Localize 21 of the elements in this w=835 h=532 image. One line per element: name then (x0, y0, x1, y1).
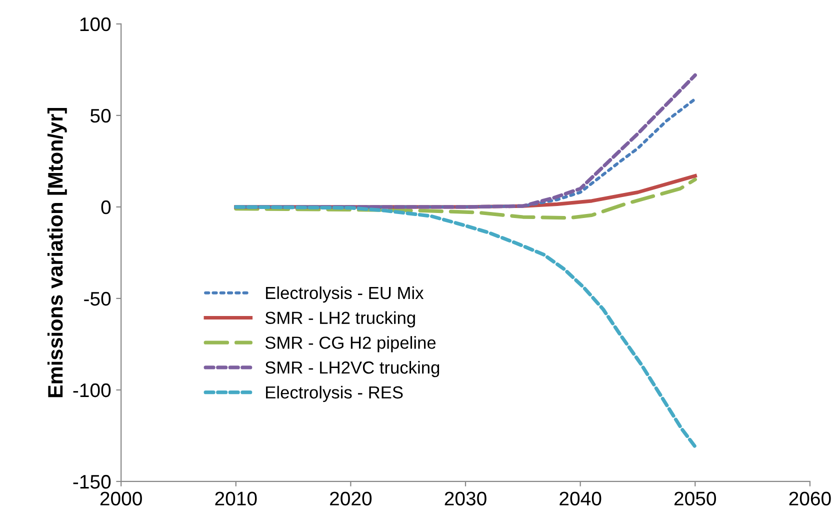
y-tick-label: 100 (80, 17, 111, 32)
legend-label: Electrolysis - EU Mix (266, 286, 424, 303)
x-tick-label: 2020 (330, 492, 372, 506)
x-tick-label: 2040 (560, 492, 602, 506)
line-series (234, 205, 697, 448)
y-tick-label: -50 (84, 292, 111, 306)
y-tick-label: 0 (101, 200, 111, 214)
y-axis-title: Emissions variation [Mton/yr] (47, 108, 67, 398)
x-tick-label: 2050 (674, 492, 716, 506)
x-tick-label: 2060 (789, 492, 831, 506)
x-tick-label: 2030 (444, 492, 486, 506)
legend-label: SMR - CG H2 pipeline (265, 336, 436, 352)
y-tick-label: -100 (73, 383, 111, 398)
y-tick-label: 50 (90, 108, 111, 123)
legend-label: Electrolysis - RES (266, 386, 403, 402)
x-tick-label: 2010 (215, 492, 257, 506)
line-series (234, 178, 697, 220)
legend-label: SMR - LH2 trucking (265, 311, 415, 328)
y-tick-label: -150 (73, 474, 111, 489)
legend-label: SMR - LH2VC trucking (265, 360, 440, 378)
x-tick-label: 2000 (100, 492, 142, 506)
